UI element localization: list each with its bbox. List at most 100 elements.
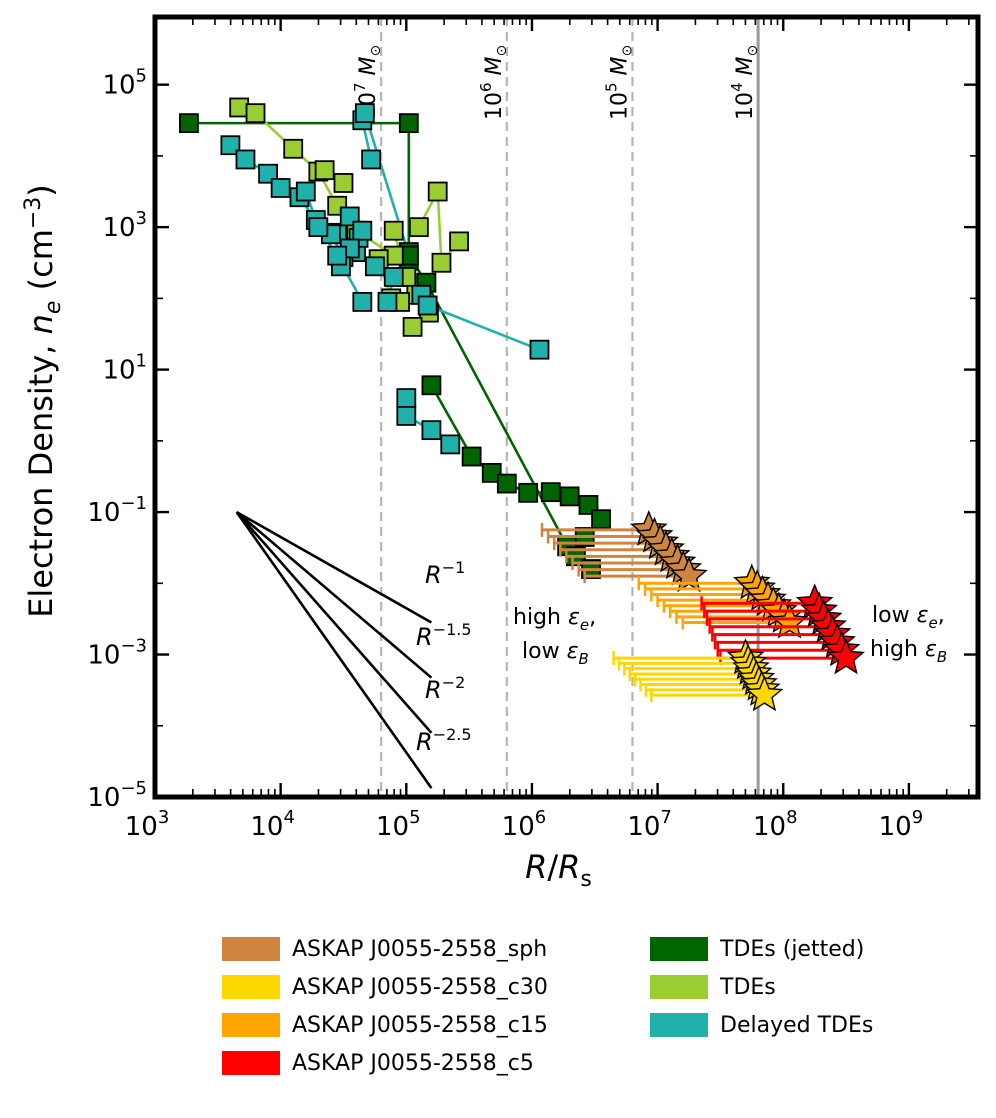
y-axis-label: Electron Density, ne (cm−3) <box>21 184 66 618</box>
tde-point <box>408 217 429 238</box>
y-tick-label: 103 <box>102 208 147 243</box>
tde-point <box>308 217 329 238</box>
x-tick-label: 106 <box>502 807 547 842</box>
mass-line-label: 105 M⊙ <box>602 45 635 120</box>
x-axis-label: R/Rs <box>525 848 592 892</box>
y-tick-label: 10−3 <box>87 636 147 671</box>
tde-point <box>449 231 469 252</box>
tde-point <box>295 181 316 202</box>
legend-label-tde-jetted: TDEs (jetted) <box>720 936 865 962</box>
legend: ASKAP J0055-2558_sph ASKAP J0055-2558_c3… <box>222 934 942 1094</box>
tde-point <box>235 149 256 170</box>
x-tick-label: 109 <box>879 807 924 842</box>
legend-item-c30: ASKAP J0055-2558_c30 <box>222 972 548 1002</box>
slope-guide-line <box>235 511 433 734</box>
tde-connector <box>417 186 461 267</box>
tde-point <box>421 375 442 396</box>
tde-point <box>591 509 611 530</box>
askap-star <box>745 675 784 712</box>
tde-point <box>245 103 266 124</box>
tde-point <box>327 245 348 266</box>
axes: 103 104 105 106 107 108 109 10−5 10−3 10−1 101 103 1… <box>21 14 981 892</box>
tde-point <box>481 462 502 483</box>
legend-item-tde-jetted: TDEs (jetted) <box>650 934 864 964</box>
y-tick-label: 10−5 <box>87 778 147 813</box>
tde-connector <box>430 384 603 538</box>
tde-point <box>396 406 417 426</box>
tde-point <box>354 103 375 124</box>
slope-guide-label: R−1.5 <box>416 620 472 651</box>
slope-guide-line <box>236 510 433 624</box>
slope-guide-line <box>235 511 433 789</box>
y-tick-label: 10−1 <box>87 493 147 528</box>
tde-point <box>383 267 404 287</box>
slope-guide-label: R−2 <box>425 673 465 704</box>
tde-point <box>314 160 335 181</box>
tde-point <box>333 173 354 193</box>
tde-point <box>461 446 482 467</box>
legend-label-c15: ASKAP J0055-2558_c15 <box>292 1012 548 1038</box>
tde-point <box>179 113 199 134</box>
tde-point <box>402 316 423 337</box>
legend-item-sph: ASKAP J0055-2558_sph <box>222 934 547 964</box>
tde-point <box>421 420 442 441</box>
mass-line-label: 104 M⊙ <box>728 45 761 120</box>
askap-star <box>770 602 809 639</box>
x-tick-label: 108 <box>753 807 798 842</box>
high-epsilon-b: high εB <box>870 637 947 666</box>
slope-guide-label: R−1 <box>425 558 465 589</box>
legend-label-sph: ASKAP J0055-2558_sph <box>292 936 548 962</box>
tde-point <box>361 149 382 170</box>
slope-guide-line <box>235 511 433 679</box>
low-epsilon-e: low εe, <box>872 603 945 632</box>
tde-point <box>364 256 385 277</box>
tde-point <box>431 252 452 273</box>
legend-label-delayed: Delayed TDEs <box>720 1012 874 1038</box>
legend-item-c5: ASKAP J0055-2558_c5 <box>222 1048 534 1078</box>
low-epsilon-b: low εB <box>522 639 589 668</box>
tde-point <box>540 482 561 503</box>
legend-label-c5: ASKAP J0055-2558_c5 <box>292 1050 534 1076</box>
tde-point <box>283 138 304 159</box>
legend-label-c30: ASKAP J0055-2558_c30 <box>292 974 548 1000</box>
tde-point <box>396 388 417 408</box>
plot-frame <box>152 14 981 800</box>
legend-swatch-tde-jetted <box>650 937 708 961</box>
legend-swatch-tde <box>650 975 708 999</box>
slope-guide-label: R−2.5 <box>416 725 472 756</box>
tde-point <box>518 482 539 503</box>
tde-point <box>352 220 373 241</box>
tde-point <box>398 113 419 134</box>
legend-swatch-c15 <box>222 1013 280 1037</box>
legend-swatch-c30 <box>222 975 280 999</box>
askap-series <box>540 510 865 712</box>
tde-point <box>270 178 291 198</box>
legend-item-delayed: Delayed TDEs <box>650 1010 873 1040</box>
legend-label-tde: TDEs <box>720 974 776 1000</box>
tde-point <box>427 181 448 202</box>
tde-point <box>377 292 398 312</box>
annotations: high εe, low εB low εe, high εB <box>513 603 947 668</box>
slope-guides: R−1 R−1.5 R−2 R−2.5 <box>235 510 472 789</box>
tde-point <box>440 434 461 455</box>
askap-star <box>827 638 865 675</box>
x-tick-label: 107 <box>627 807 672 842</box>
tde-point <box>220 135 241 156</box>
tde-point <box>417 295 438 316</box>
tde-point <box>559 486 580 507</box>
tde-point <box>496 473 517 494</box>
mass-line-label: 106 M⊙ <box>477 45 510 120</box>
x-tick-label: 104 <box>250 807 295 842</box>
y-tick-label: 101 <box>102 351 147 386</box>
legend-swatch-sph <box>222 937 280 961</box>
tde-point <box>529 339 550 360</box>
tde-point <box>229 97 250 118</box>
tde-point <box>383 220 404 241</box>
legend-swatch-c5 <box>222 1051 280 1075</box>
legend-item-tde: TDEs <box>650 972 776 1002</box>
x-tick-label: 103 <box>125 807 170 842</box>
legend-swatch-delayed <box>650 1013 708 1037</box>
x-tick-label: 105 <box>376 807 421 842</box>
y-tick-label: 105 <box>102 66 147 101</box>
